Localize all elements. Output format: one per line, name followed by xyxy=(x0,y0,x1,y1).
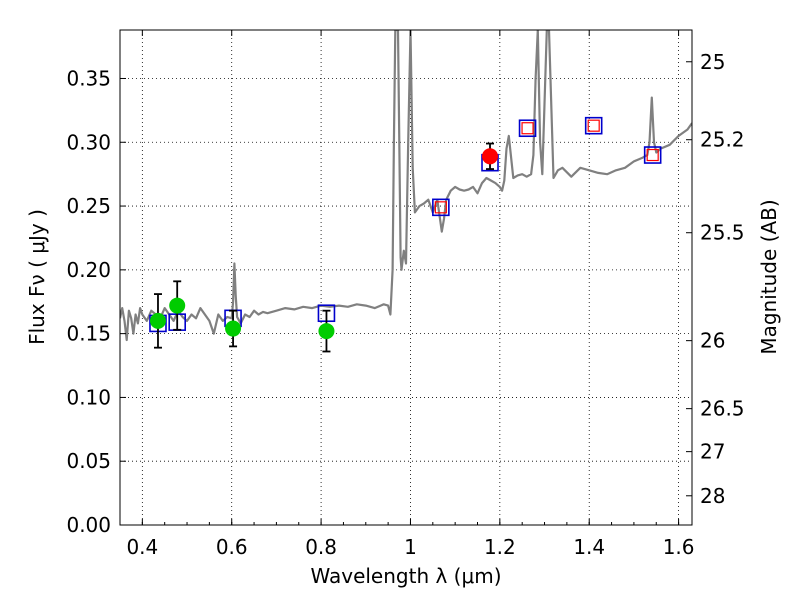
observed-flux-point xyxy=(149,312,166,329)
x-tick-label: 1 xyxy=(404,535,417,559)
x-tick-label: 1.2 xyxy=(484,535,516,559)
observed-flux-point xyxy=(482,148,499,165)
right-tick-label: 27 xyxy=(700,440,725,464)
x-axis-title: Wavelength λ (μm) xyxy=(310,564,501,588)
x-tick-label: 1.6 xyxy=(663,535,695,559)
model-photometry-square xyxy=(432,198,450,217)
y-tick-label: 0.15 xyxy=(66,322,111,346)
limit-square xyxy=(521,122,534,135)
y-tick-label: 0.20 xyxy=(66,258,111,282)
right-tick-label: 28 xyxy=(700,484,725,508)
y-tick-label: 0.35 xyxy=(66,66,111,90)
limit-square xyxy=(587,119,600,132)
y-axis-right: 25 25.2 25.5 26 26.5 27 28 xyxy=(686,50,745,508)
y-tick-label: 0.10 xyxy=(66,385,111,409)
right-tick-label: 25.2 xyxy=(700,128,745,152)
limit-square xyxy=(434,201,447,214)
model-photometry-square xyxy=(584,116,603,135)
y-tick-label: 0.05 xyxy=(66,449,111,473)
y-tick-label: 0.00 xyxy=(66,513,111,537)
observed-flux-point xyxy=(225,320,242,337)
model-photometry-square xyxy=(518,119,537,138)
x-tick-label: 0.6 xyxy=(216,535,248,559)
x-tick-label: 0.8 xyxy=(305,535,337,559)
right-tick-label: 26 xyxy=(700,329,725,353)
right-tick-label: 25.5 xyxy=(700,221,745,245)
y-axis-left: 0.00 0.05 0.10 0.15 0.20 0.25 0.30 0.35 xyxy=(66,66,126,537)
y-tick-label: 0.25 xyxy=(66,194,111,218)
observed-flux-point xyxy=(169,297,186,314)
y-tick-label: 0.30 xyxy=(66,130,111,154)
model-photometry-square xyxy=(643,146,662,164)
observed-flux-point xyxy=(318,323,335,340)
limit-square xyxy=(646,148,659,162)
x-tick-label: 1.4 xyxy=(573,535,605,559)
plot-frame xyxy=(119,29,693,526)
y-axis-title: Flux Fν ( μJy ) xyxy=(25,209,49,345)
plot-area xyxy=(120,30,692,353)
right-tick-label: 26.5 xyxy=(700,397,745,421)
y-axis-right-title: Magnitude (AB) xyxy=(757,199,781,354)
x-tick-label: 0.4 xyxy=(126,535,158,559)
spectrum-line xyxy=(120,30,692,342)
right-tick-label: 25 xyxy=(700,50,725,74)
x-axis: 0.4 0.6 0.8 1 1.2 1.4 1.6 xyxy=(119,30,695,559)
